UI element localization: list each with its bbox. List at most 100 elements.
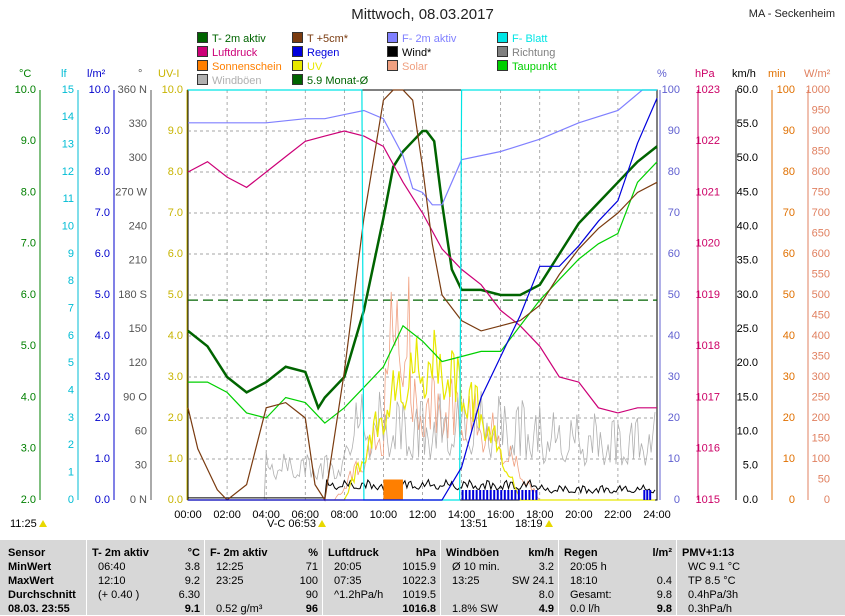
axis-tick-temp: 6.0 <box>21 289 36 301</box>
table-cell: Gesamt: <box>570 589 612 601</box>
axis-tick-solar: 600 <box>812 248 830 260</box>
axis-tick-hum: 10 <box>668 453 680 465</box>
axis-tick-solar: 100 <box>812 453 830 465</box>
x-tick-label: 06:00 <box>291 509 319 521</box>
legend-item: F- Blatt <box>497 32 547 45</box>
table-cell: 18:10 <box>570 575 598 587</box>
rain-tick <box>493 490 496 500</box>
rain-tick <box>503 490 506 500</box>
axis-tick-temp: 10.0 <box>15 84 36 96</box>
table-separator <box>86 540 87 615</box>
axis-tick-dir: 270 W <box>115 186 147 198</box>
axis-tick-uv: 1.0 <box>168 453 183 465</box>
rain-tick <box>524 490 527 500</box>
legend-item: Windböen <box>197 74 262 87</box>
rain-tick <box>514 490 517 500</box>
table-cell: 20:05 h <box>570 561 607 573</box>
table-cell: Regen <box>564 547 598 559</box>
legend-item: Sonnenschein <box>197 60 282 73</box>
legend-item: T +5cm* <box>292 32 348 45</box>
axis-tick-rain: 4.0 <box>95 330 110 342</box>
table-cell: 0.52 g/m³ <box>216 603 263 615</box>
axis-tick-solar: 800 <box>812 166 830 178</box>
axis-tick-dir: 300 <box>129 152 147 164</box>
x-tick-label: 00:00 <box>174 509 202 521</box>
axis-tick-solar: 950 <box>812 104 830 116</box>
weather-chart: 00:00 02:00 04:00 06:00 08:00 10:00 12:00 14:00… <box>15 84 830 521</box>
legend-swatch <box>497 60 508 71</box>
axis-tick-hum: 70 <box>668 207 680 219</box>
axis-tick-solar: 0 <box>824 494 830 506</box>
time-marker-2: 13:51 <box>460 518 488 530</box>
table-cell: 9.1 <box>184 603 200 615</box>
rain-tick <box>517 490 520 500</box>
table-cell: MaxWert <box>8 575 54 587</box>
axis-tick-wind: 15.0 <box>737 391 758 403</box>
stats-table: Sensor MinWert MaxWert Durchschnitt 08.03. 2… <box>0 540 845 615</box>
table-cell: Windböen <box>446 547 500 559</box>
axis-tick-temp: 8.0 <box>21 186 36 198</box>
axis-tick-rain: 7.0 <box>95 207 110 219</box>
legend-label: Richtung <box>512 47 556 59</box>
legend-label: Sonnenschein <box>212 61 282 73</box>
axis-tick-press: 1016 <box>696 443 720 455</box>
rain-tick <box>468 490 471 500</box>
axis-tick-press: 1017 <box>696 391 720 403</box>
axis-tick-sun: 100 <box>777 84 795 96</box>
rain-tick <box>507 490 510 500</box>
legend-item: Luftdruck <box>197 46 257 59</box>
axis-tick-dir: 0 N <box>130 494 147 506</box>
axis-tick-leaf: 2 <box>68 439 74 451</box>
x-tick-label: 14:00 <box>448 509 476 521</box>
time-marker-1: V-C 06:53 <box>267 518 326 530</box>
rain-tick <box>479 490 482 500</box>
axis-unit-solar: W/m² <box>804 68 831 80</box>
table-cell: 3.2 <box>538 561 554 573</box>
table-cell: 9.8 <box>656 589 672 601</box>
axis-tick-temp: 5.0 <box>21 340 36 352</box>
axis-tick-rain: 1.0 <box>95 453 110 465</box>
axis-tick-solar: 900 <box>812 125 830 137</box>
axis-tick-solar: 400 <box>812 330 830 342</box>
axis-tick-leaf: 3 <box>68 412 74 424</box>
axis-tick-wind: 30.0 <box>737 289 758 301</box>
table-cell: SW 24.1 <box>511 575 554 587</box>
axis-tick-dir: 60 <box>135 426 147 438</box>
axis-tick-leaf: 5 <box>68 357 74 369</box>
series-taupunkt <box>188 161 658 424</box>
legend-swatch <box>197 46 208 57</box>
legend-label: T- 2m aktiv <box>212 33 266 45</box>
x-tick-label: 12:00 <box>409 509 437 521</box>
axis-tick-hum: 80 <box>668 166 680 178</box>
series-regen <box>188 97 658 501</box>
axis-unit-dir: ° <box>138 68 143 80</box>
legend-item: F- 2m aktiv <box>387 32 456 45</box>
table-cell: WC 9.1 °C <box>688 561 741 573</box>
axis-tick-solar: 700 <box>812 207 830 219</box>
axis-tick-hum: 90 <box>668 125 680 137</box>
table-separator <box>322 540 323 615</box>
axis-tick-uv: 6.0 <box>168 248 183 260</box>
table-cell: 71 <box>305 561 318 573</box>
axis-tick-sun: 50 <box>783 289 795 301</box>
legend-label: Luftdruck <box>212 47 258 59</box>
rain-tick <box>482 490 485 500</box>
axis-tick-wind: 50.0 <box>737 152 758 164</box>
legend-swatch <box>197 32 208 43</box>
axis-tick-rain: 5.0 <box>95 289 110 301</box>
axis-tick-leaf: 7 <box>68 303 74 315</box>
rain-tick <box>489 490 492 500</box>
axis-tick-press: 1021 <box>696 186 720 198</box>
legend-label: Regen <box>307 47 340 59</box>
axis-unit-rain: l/m² <box>87 68 106 80</box>
axis-tick-rain: 6.0 <box>95 248 110 260</box>
axis-tick-sun: 90 <box>783 125 795 137</box>
table-cell: 0.3hPa/h <box>688 603 733 615</box>
table-cell: % <box>308 547 318 559</box>
sun-icon <box>544 520 553 527</box>
sun-icon <box>38 520 47 527</box>
table-cell: 06:40 <box>98 561 126 573</box>
axis-tick-leaf: 13 <box>62 139 74 151</box>
table-cell: ^1.2hPa/h <box>334 589 384 601</box>
axis-tick-uv: 0.0 <box>168 494 183 506</box>
